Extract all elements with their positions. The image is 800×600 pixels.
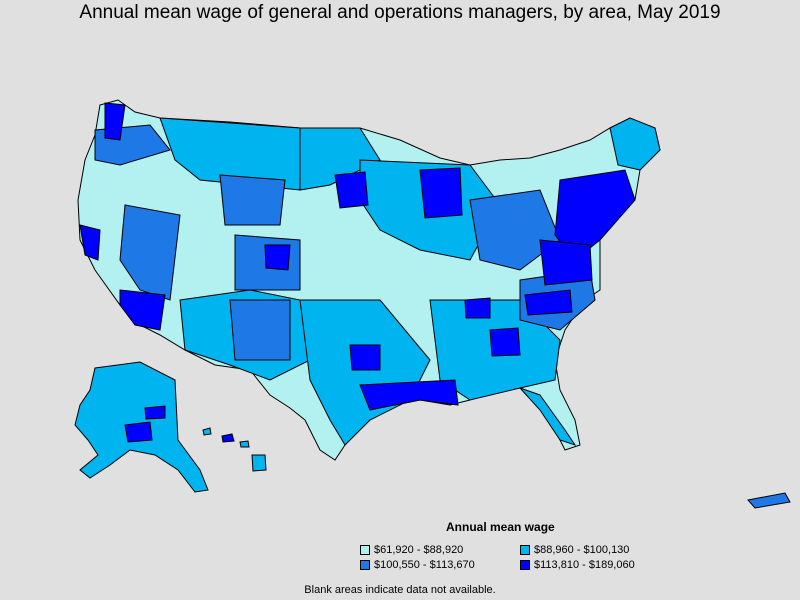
hawaii-island-2 xyxy=(221,433,235,443)
region-maine xyxy=(609,117,661,171)
legend-swatch xyxy=(520,560,530,570)
region-houston-la xyxy=(359,379,459,411)
alaska xyxy=(74,361,209,493)
region-chicago-wi xyxy=(419,167,463,219)
legend-item: $100,550 - $113,670 xyxy=(360,559,520,571)
contiguous-us xyxy=(77,99,661,461)
legend-swatch xyxy=(360,545,370,555)
region-northeast xyxy=(554,169,636,261)
legend-title: Annual mean wage xyxy=(446,520,555,534)
legend-item: $113,810 - $189,060 xyxy=(520,559,660,571)
hawaii-island-1 xyxy=(202,427,212,436)
region-denver xyxy=(264,244,291,271)
region-great-lakes xyxy=(469,189,561,271)
footnote: Blank areas indicate data not available. xyxy=(304,584,496,596)
puerto-rico-outline xyxy=(747,492,791,509)
alaska-anchorage xyxy=(124,421,153,443)
region-texas xyxy=(299,299,431,446)
hawaii-island-3 xyxy=(239,440,250,448)
region-new-mexico xyxy=(229,299,291,361)
region-bay-area xyxy=(79,224,101,261)
region-florida xyxy=(519,387,577,446)
region-southern-california xyxy=(119,289,166,331)
region-nashville xyxy=(464,297,491,319)
legend-label: $88,960 - $100,130 xyxy=(534,544,630,556)
legend-label: $100,550 - $113,670 xyxy=(374,559,475,571)
region-nc-triangle xyxy=(524,289,573,316)
region-virginia xyxy=(539,239,593,286)
region-atlanta xyxy=(489,327,521,357)
legend: Annual mean wage $61,920 - $88,920 $88,9… xyxy=(360,520,660,571)
hawaii xyxy=(202,427,267,472)
legend-item: $88,960 - $100,130 xyxy=(520,544,660,556)
region-wyoming xyxy=(219,174,286,226)
legend-item: $61,920 - $88,920 xyxy=(360,544,520,556)
legend-label: $61,920 - $88,920 xyxy=(374,544,464,556)
map-title: Annual mean wage of general and operatio… xyxy=(79,2,721,23)
region-minneapolis xyxy=(334,171,369,209)
region-seattle xyxy=(104,102,126,141)
region-dallas xyxy=(349,344,381,371)
puerto-rico xyxy=(747,492,791,509)
alaska-fairbanks xyxy=(144,405,166,420)
legend-swatch xyxy=(360,560,370,570)
legend-swatch xyxy=(520,545,530,555)
hawaii-island-4 xyxy=(251,454,267,472)
legend-label: $113,810 - $189,060 xyxy=(534,559,635,571)
